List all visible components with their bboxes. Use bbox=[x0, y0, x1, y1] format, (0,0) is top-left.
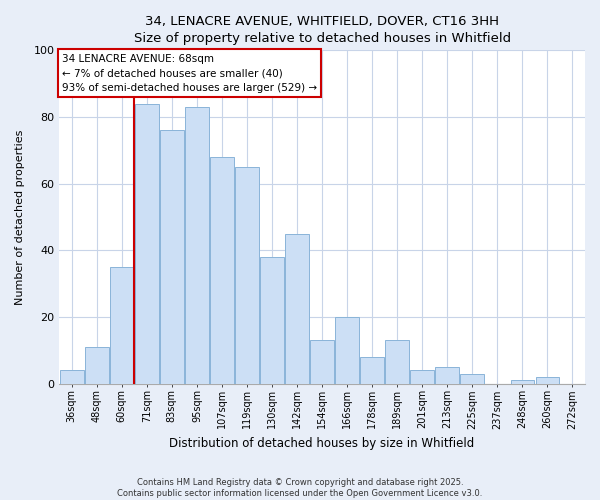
Bar bbox=[85, 347, 109, 384]
Text: Contains HM Land Registry data © Crown copyright and database right 2025.
Contai: Contains HM Land Registry data © Crown c… bbox=[118, 478, 482, 498]
Bar bbox=[60, 370, 83, 384]
Bar bbox=[285, 234, 309, 384]
Bar bbox=[235, 167, 259, 384]
Bar bbox=[135, 104, 159, 384]
Bar bbox=[310, 340, 334, 384]
Bar bbox=[385, 340, 409, 384]
Bar bbox=[110, 267, 134, 384]
Bar bbox=[536, 377, 559, 384]
Bar bbox=[360, 357, 384, 384]
Bar bbox=[511, 380, 534, 384]
X-axis label: Distribution of detached houses by size in Whitfield: Distribution of detached houses by size … bbox=[169, 437, 475, 450]
Bar bbox=[436, 367, 459, 384]
Bar bbox=[260, 257, 284, 384]
Bar bbox=[160, 130, 184, 384]
Bar bbox=[335, 317, 359, 384]
Bar bbox=[410, 370, 434, 384]
Text: 34 LENACRE AVENUE: 68sqm
← 7% of detached houses are smaller (40)
93% of semi-de: 34 LENACRE AVENUE: 68sqm ← 7% of detache… bbox=[62, 54, 317, 94]
Bar bbox=[210, 157, 234, 384]
Bar bbox=[460, 374, 484, 384]
Bar bbox=[185, 107, 209, 384]
Title: 34, LENACRE AVENUE, WHITFIELD, DOVER, CT16 3HH
Size of property relative to deta: 34, LENACRE AVENUE, WHITFIELD, DOVER, CT… bbox=[134, 15, 511, 45]
Y-axis label: Number of detached properties: Number of detached properties bbox=[15, 130, 25, 304]
